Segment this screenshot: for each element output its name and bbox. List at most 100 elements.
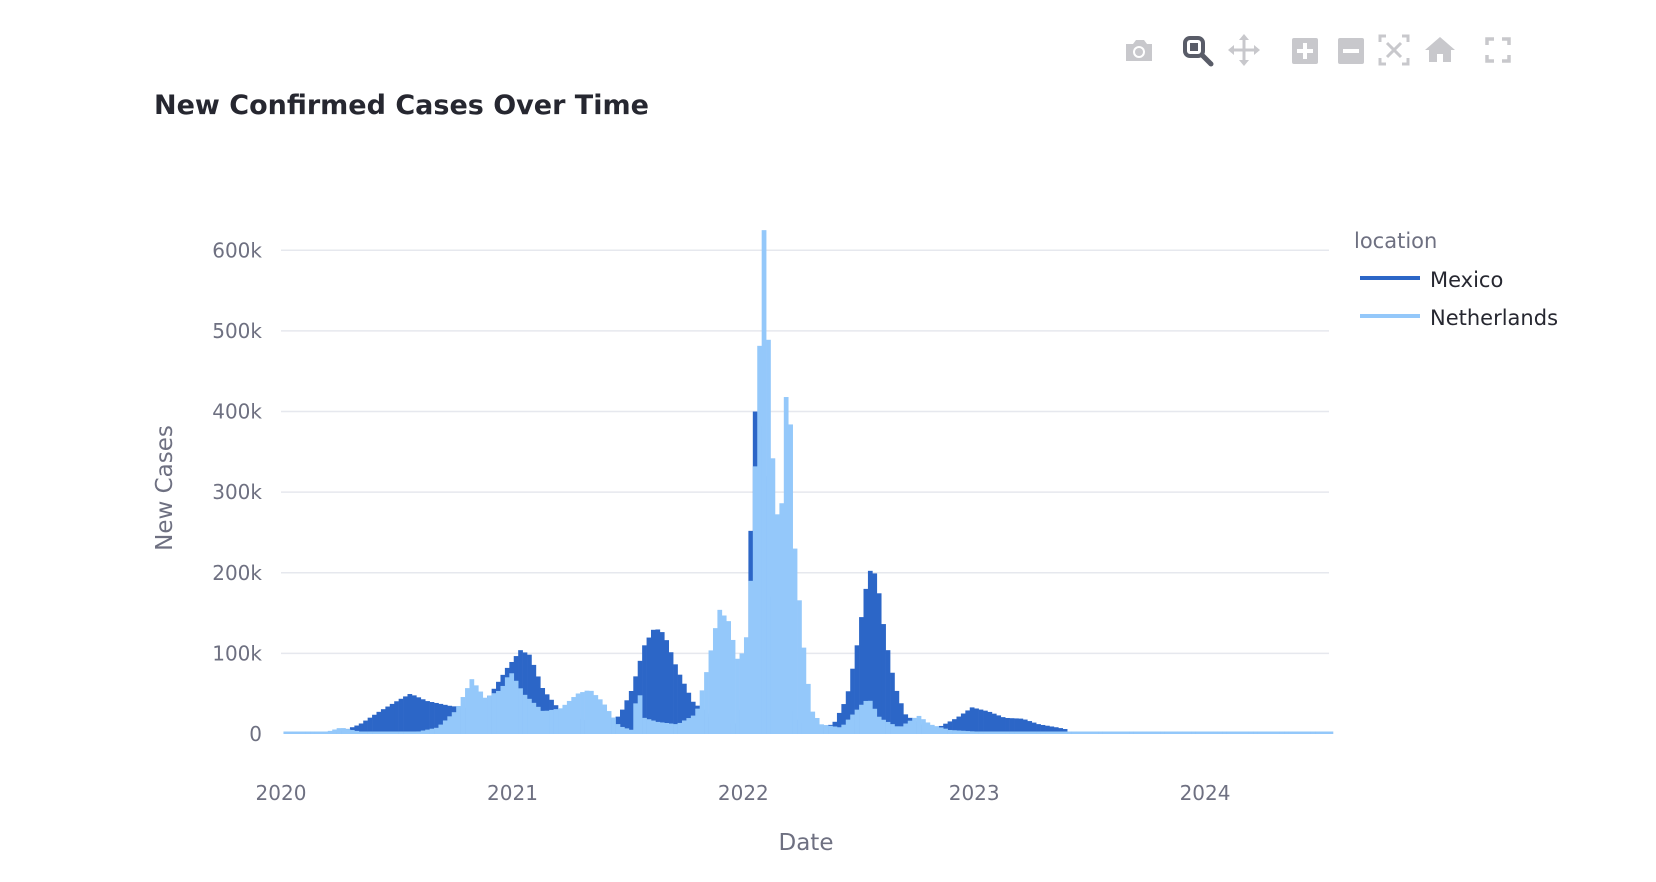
bar[interactable]	[841, 704, 847, 734]
bar[interactable]	[1093, 731, 1099, 735]
bar[interactable]	[1306, 731, 1311, 735]
bar[interactable]	[438, 724, 444, 734]
bar[interactable]	[1040, 731, 1046, 735]
bar[interactable]	[810, 711, 816, 734]
download-plot-button[interactable]	[1120, 30, 1156, 70]
bar[interactable]	[1239, 731, 1245, 735]
bar[interactable]	[867, 700, 873, 734]
bar[interactable]	[805, 683, 811, 734]
bar[interactable]	[589, 690, 594, 734]
bar[interactable]	[451, 712, 457, 734]
bar[interactable]	[894, 690, 900, 734]
bar[interactable]	[655, 629, 661, 734]
bar[interactable]	[841, 724, 847, 734]
bar[interactable]	[743, 637, 749, 734]
bar[interactable]	[752, 466, 758, 734]
bar[interactable]	[407, 731, 413, 735]
bar[interactable]	[947, 729, 953, 734]
bar[interactable]	[1018, 718, 1024, 734]
bar[interactable]	[602, 704, 608, 734]
bar[interactable]	[416, 731, 422, 734]
bar[interactable]	[1124, 731, 1130, 735]
bar[interactable]	[952, 719, 957, 734]
bar[interactable]	[850, 668, 855, 734]
bar[interactable]	[774, 514, 780, 734]
bar[interactable]	[850, 714, 855, 734]
bar[interactable]	[876, 716, 882, 734]
bar[interactable]	[1151, 731, 1157, 735]
bar[interactable]	[1040, 724, 1046, 734]
bar[interactable]	[394, 731, 399, 735]
bar[interactable]	[1208, 731, 1214, 735]
bar[interactable]	[1323, 731, 1329, 735]
bar[interactable]	[456, 705, 461, 734]
bar[interactable]	[1160, 731, 1165, 735]
bar[interactable]	[380, 709, 386, 734]
bar[interactable]	[903, 723, 909, 734]
bar[interactable]	[442, 704, 448, 734]
bar[interactable]	[885, 721, 891, 734]
bar[interactable]	[646, 637, 652, 734]
bar[interactable]	[1115, 731, 1121, 735]
bar[interactable]	[943, 728, 948, 734]
bar[interactable]	[1137, 731, 1143, 735]
bar[interactable]	[898, 726, 904, 734]
bar[interactable]	[996, 715, 1002, 734]
bar[interactable]	[398, 731, 404, 735]
bar[interactable]	[465, 688, 470, 734]
bar[interactable]	[650, 629, 656, 734]
bar[interactable]	[1253, 731, 1258, 735]
bar[interactable]	[916, 715, 922, 734]
bar[interactable]	[956, 730, 962, 734]
bar[interactable]	[1058, 728, 1064, 734]
bar[interactable]	[1005, 717, 1010, 734]
bar[interactable]	[336, 728, 342, 734]
bar[interactable]	[1230, 731, 1236, 735]
bar[interactable]	[628, 729, 634, 734]
bar[interactable]	[318, 731, 324, 735]
bar[interactable]	[1186, 731, 1192, 735]
bar[interactable]	[969, 731, 975, 734]
bar[interactable]	[642, 717, 647, 734]
bar[interactable]	[1222, 731, 1227, 735]
bar[interactable]	[921, 719, 926, 734]
bar[interactable]	[1111, 731, 1117, 735]
bar[interactable]	[792, 548, 798, 734]
bar[interactable]	[1031, 731, 1037, 735]
bar[interactable]	[1071, 731, 1077, 735]
bar[interactable]	[739, 653, 745, 734]
bar[interactable]	[1076, 731, 1081, 735]
bar[interactable]	[372, 714, 377, 734]
bar[interactable]	[1310, 731, 1316, 735]
bar[interactable]	[549, 709, 554, 734]
bar[interactable]	[367, 731, 373, 735]
bar[interactable]	[1053, 731, 1059, 735]
bar[interactable]	[677, 674, 683, 734]
legend-item-mexico[interactable]: Mexico	[1360, 268, 1503, 292]
bar[interactable]	[686, 718, 692, 734]
bar[interactable]	[580, 692, 585, 734]
bar[interactable]	[442, 720, 448, 734]
bar[interactable]	[611, 717, 616, 734]
bar[interactable]	[655, 721, 661, 734]
bar[interactable]	[1275, 731, 1280, 735]
bar[interactable]	[1168, 731, 1174, 735]
bar[interactable]	[1266, 731, 1272, 735]
bar[interactable]	[1217, 731, 1223, 735]
bar[interactable]	[1195, 731, 1201, 735]
bar[interactable]	[633, 703, 639, 734]
bar[interactable]	[952, 730, 957, 734]
bar[interactable]	[664, 640, 670, 734]
bar[interactable]	[389, 703, 395, 734]
bar[interactable]	[726, 621, 731, 734]
bar[interactable]	[863, 588, 869, 734]
bar[interactable]	[394, 701, 399, 734]
bar[interactable]	[624, 728, 630, 734]
bar[interactable]	[425, 729, 430, 734]
bar[interactable]	[487, 695, 492, 734]
bar[interactable]	[460, 697, 466, 734]
bar[interactable]	[1084, 731, 1090, 735]
bar[interactable]	[907, 720, 913, 734]
bar[interactable]	[531, 702, 537, 734]
